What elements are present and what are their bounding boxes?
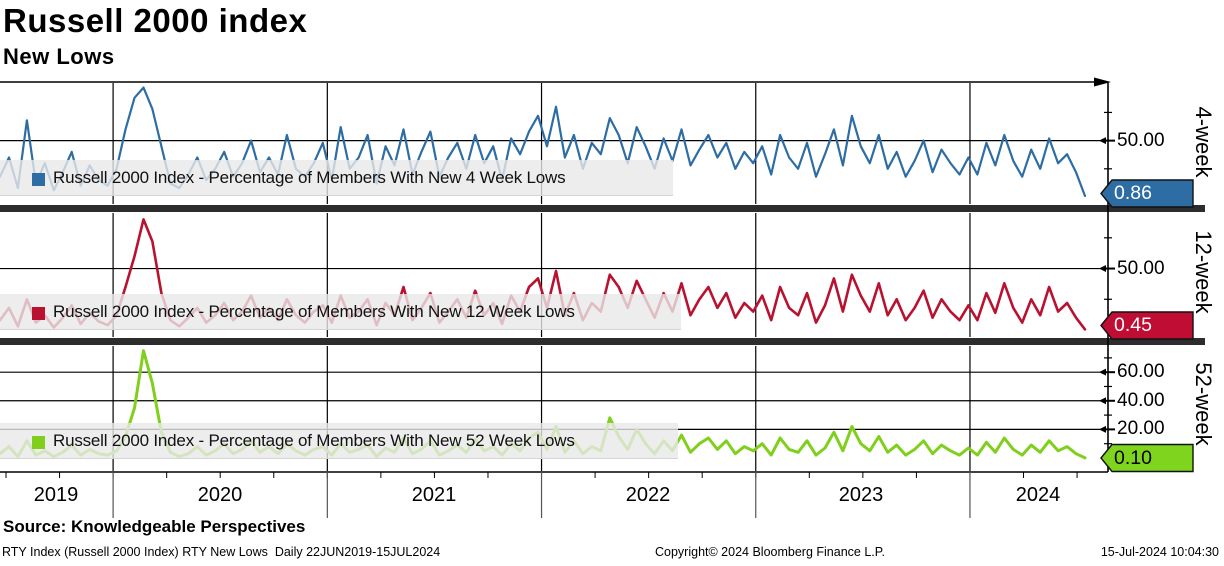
ytick-panel3-20: 20.00	[1117, 418, 1165, 439]
legend-label: Russell 2000 Index - Percentage of Membe…	[53, 431, 575, 450]
legend-swatch-red-icon	[32, 307, 45, 320]
legend-label: Russell 2000 Index - Percentage of Membe…	[53, 168, 566, 187]
legend-swatch-green-icon	[32, 436, 45, 449]
page-title: Russell 2000 index	[3, 2, 308, 39]
xtick-2021: 2021	[411, 484, 457, 506]
page-subtitle: New Lows	[3, 44, 115, 69]
ytick-panel2-50: 50.00	[1117, 258, 1165, 279]
axis-name-4-week: 4-week	[1191, 106, 1216, 178]
legend-12-week: Russell 2000 Index - Percentage of Membe…	[0, 294, 681, 330]
legend-label: Russell 2000 Index - Percentage of Membe…	[53, 302, 575, 321]
footer-ticker-info: RTY Index (Russell 2000 Index) RTY New L…	[2, 545, 441, 559]
footer-copyright: Copyright© 2024 Bloomberg Finance L.P.	[655, 545, 885, 559]
last-value-badge-4-week: 0.86	[1114, 182, 1152, 204]
xtick-2024: 2024	[1015, 484, 1061, 506]
legend-swatch-blue-icon	[32, 173, 45, 186]
last-value-badge-12-week: 0.45	[1114, 314, 1152, 336]
xtick-2023: 2023	[838, 484, 884, 506]
source-line: Source: Knowledgeable Perspectives	[3, 517, 306, 536]
xtick-2022: 2022	[625, 484, 671, 506]
ytick-panel3-40: 40.00	[1117, 390, 1165, 411]
ytick-panel1-50: 50.00	[1117, 130, 1165, 151]
footer-timestamp: 15-Jul-2024 10:04:30	[1100, 545, 1219, 559]
xtick-2019: 2019	[33, 484, 79, 506]
axis-name-52-week: 52-week	[1191, 362, 1216, 446]
last-value-badge-52-week: 0.10	[1114, 447, 1152, 469]
legend-52-week: Russell 2000 Index - Percentage of Membe…	[0, 423, 678, 459]
legend-4-week: Russell 2000 Index - Percentage of Membe…	[0, 160, 673, 196]
ytick-panel3-60: 60.00	[1117, 361, 1165, 382]
axis-name-12-week: 12-week	[1191, 230, 1216, 314]
xtick-2020: 2020	[197, 484, 243, 506]
